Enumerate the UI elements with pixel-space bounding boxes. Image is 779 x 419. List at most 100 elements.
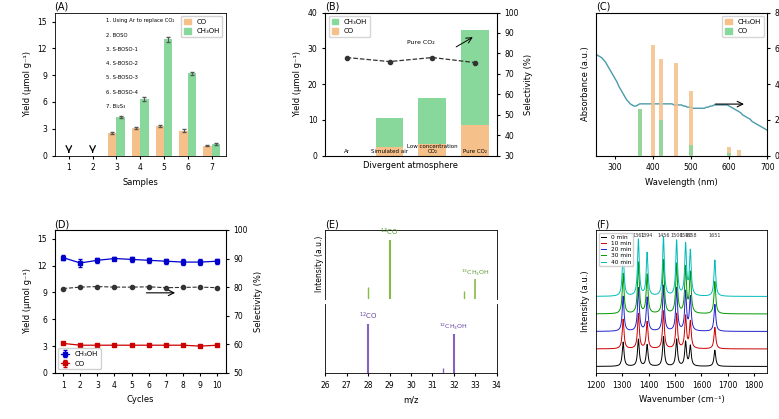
40 min — [591, 294, 601, 299]
0 min — [763, 364, 772, 369]
Text: 1361: 1361 — [633, 233, 645, 238]
30 min — [763, 311, 772, 316]
Y-axis label: Selectivity (%): Selectivity (%) — [254, 271, 263, 332]
40 min — [659, 234, 668, 239]
Legend: CH₃OH, CO: CH₃OH, CO — [722, 16, 764, 37]
30 min — [758, 311, 767, 316]
Text: 1506: 1506 — [671, 233, 683, 238]
40 min — [670, 279, 679, 284]
Bar — [132, 128, 140, 155]
0 min — [670, 357, 679, 362]
20 min — [758, 329, 767, 334]
Bar — [659, 120, 663, 155]
20 min — [758, 329, 767, 334]
40 min — [758, 294, 767, 299]
Line: 10 min: 10 min — [596, 311, 767, 349]
10 min — [600, 346, 609, 351]
Text: (B): (B) — [326, 2, 340, 12]
Text: 3. S-BOSO-1: 3. S-BOSO-1 — [106, 47, 138, 52]
Legend: CH₃OH, CO: CH₃OH, CO — [329, 16, 370, 37]
Bar — [203, 146, 212, 155]
Text: 1303: 1303 — [617, 233, 629, 238]
Bar — [188, 73, 196, 155]
10 min — [726, 346, 735, 351]
0 min — [758, 364, 767, 369]
30 min — [659, 257, 668, 262]
Text: $^{13}$CH$_3$OH: $^{13}$CH$_3$OH — [460, 267, 489, 278]
Text: 1651: 1651 — [709, 233, 721, 238]
10 min — [659, 308, 668, 313]
40 min — [675, 285, 684, 290]
Text: Pure CO₂: Pure CO₂ — [464, 150, 487, 155]
Text: Pure CO₂: Pure CO₂ — [407, 40, 435, 45]
10 min — [670, 337, 679, 342]
Bar — [116, 117, 125, 155]
Text: 1540: 1540 — [679, 233, 692, 238]
30 min — [600, 311, 609, 316]
Text: 7. Bi₂S₃: 7. Bi₂S₃ — [106, 104, 125, 109]
40 min — [763, 294, 772, 299]
X-axis label: Wavelength (nm): Wavelength (nm) — [645, 178, 718, 187]
Bar — [737, 150, 741, 155]
20 min — [726, 329, 735, 334]
Line: 20 min: 20 min — [596, 285, 767, 331]
Text: (E): (E) — [326, 219, 339, 229]
Y-axis label: Yield (μmol g⁻¹): Yield (μmol g⁻¹) — [23, 51, 32, 117]
X-axis label: Cycles: Cycles — [126, 395, 154, 404]
Bar — [418, 144, 446, 155]
40 min — [758, 294, 767, 299]
10 min — [758, 347, 767, 352]
Bar — [164, 39, 172, 155]
20 min — [670, 317, 679, 322]
Text: 4. S-BOSO-2: 4. S-BOSO-2 — [106, 61, 138, 66]
Bar — [461, 31, 489, 125]
Bar — [728, 147, 731, 155]
Bar — [659, 59, 663, 155]
10 min — [763, 347, 772, 352]
30 min — [675, 303, 684, 308]
Y-axis label: Absorbance (a.u.): Absorbance (a.u.) — [581, 47, 590, 122]
0 min — [659, 334, 668, 339]
0 min — [600, 364, 609, 369]
Text: 1. Using Ar to replace CO₂: 1. Using Ar to replace CO₂ — [106, 18, 174, 23]
Bar — [638, 109, 642, 155]
Text: 1456: 1456 — [657, 233, 670, 238]
Line: 40 min: 40 min — [596, 236, 767, 296]
0 min — [758, 364, 767, 369]
X-axis label: m/z: m/z — [404, 395, 418, 404]
Text: 1394: 1394 — [641, 233, 654, 238]
Y-axis label: Yield (μmol g⁻¹): Yield (μmol g⁻¹) — [294, 51, 302, 117]
Bar — [674, 62, 678, 155]
Legend: CH₃OH, CO: CH₃OH, CO — [58, 349, 100, 370]
Bar — [108, 133, 116, 155]
Y-axis label: Yield (μmol g⁻¹): Yield (μmol g⁻¹) — [23, 269, 32, 334]
Line: 0 min: 0 min — [596, 336, 767, 366]
Y-axis label: Selectivity (%): Selectivity (%) — [524, 54, 534, 115]
X-axis label: Samples: Samples — [122, 178, 158, 187]
20 min — [591, 329, 601, 334]
20 min — [600, 329, 609, 334]
Y-axis label: Intensity (a.u.): Intensity (a.u.) — [581, 271, 590, 332]
Bar — [375, 147, 404, 155]
0 min — [675, 360, 684, 365]
Bar — [728, 153, 731, 155]
20 min — [763, 329, 772, 334]
Bar — [156, 126, 164, 155]
20 min — [659, 282, 668, 287]
Bar — [418, 98, 446, 144]
Text: 5. S-BOSO-3: 5. S-BOSO-3 — [106, 75, 138, 80]
0 min — [726, 364, 735, 369]
Text: 2. BOSO: 2. BOSO — [106, 33, 128, 38]
30 min — [758, 311, 767, 316]
X-axis label: Divergent atmosphere: Divergent atmosphere — [364, 161, 458, 170]
20 min — [675, 322, 684, 327]
30 min — [591, 311, 601, 316]
0 min — [591, 364, 601, 369]
10 min — [758, 347, 767, 352]
Text: 6. S-BOSO-4: 6. S-BOSO-4 — [106, 90, 138, 95]
Line: 30 min: 30 min — [596, 259, 767, 314]
Text: (A): (A) — [55, 2, 69, 12]
Text: Simulated air: Simulated air — [371, 150, 408, 155]
Text: (F): (F) — [596, 219, 609, 229]
Text: (D): (D) — [55, 219, 70, 229]
